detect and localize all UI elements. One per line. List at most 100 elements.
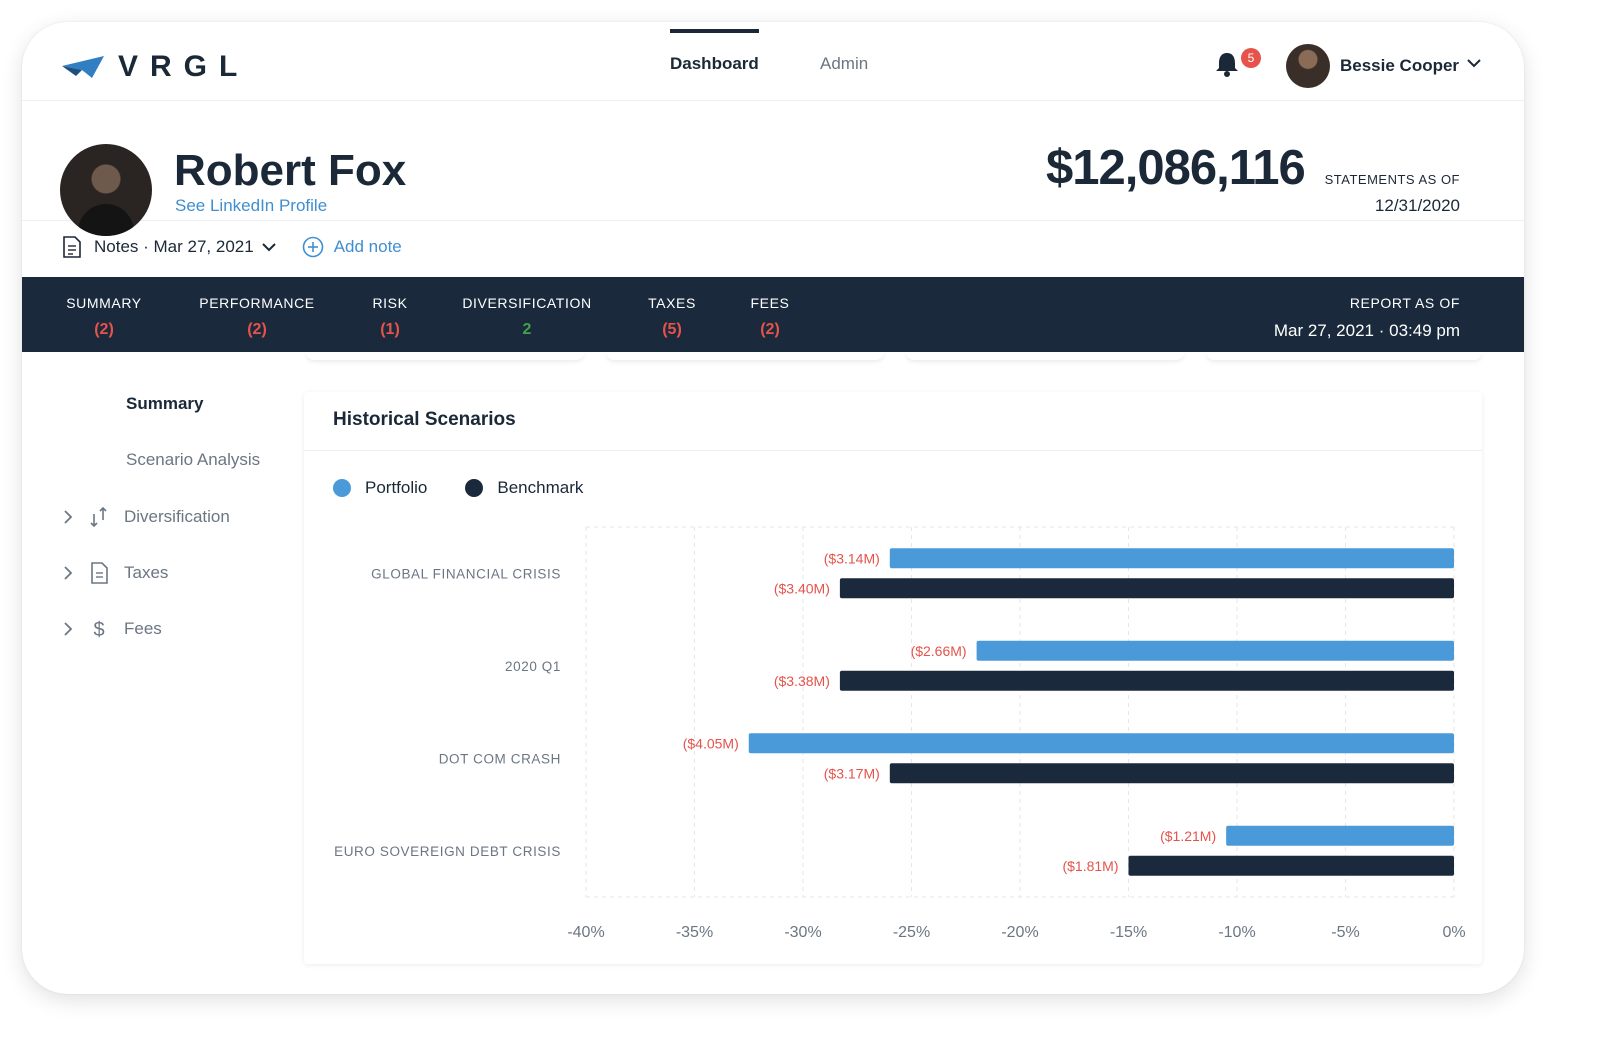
- chevron-down-icon[interactable]: [1467, 58, 1481, 68]
- nav-tab-dashboard[interactable]: Dashboard: [670, 29, 759, 73]
- tab-label: DIVERSIFICATION: [462, 295, 592, 311]
- logo-text: VRGL: [118, 50, 250, 83]
- document-icon: [63, 236, 81, 258]
- historical-scenarios-panel: Historical Scenarios Portfolio Benchmark…: [304, 392, 1482, 964]
- x-tick-label: -10%: [1218, 924, 1255, 941]
- top-navigation-bar: VRGL Dashboard Admin 5 Bessie Cooper: [22, 22, 1524, 101]
- report-tab-bar: SUMMARY (2) PERFORMANCE (2) RISK (1) DIV…: [22, 277, 1524, 352]
- category-label: EURO SOVEREIGN DEBT CRISIS: [334, 844, 561, 859]
- x-tick-label: -5%: [1331, 924, 1359, 941]
- tab-diversification[interactable]: DIVERSIFICATION 2: [462, 295, 592, 339]
- card-edge: [306, 352, 584, 360]
- tab-count: (5): [662, 321, 682, 338]
- nav-tab-admin[interactable]: Admin: [820, 54, 869, 73]
- client-avatar: [60, 144, 152, 236]
- user-avatar[interactable]: [1286, 44, 1330, 88]
- bell-icon[interactable]: [1212, 49, 1242, 79]
- notes-dropdown[interactable]: Notes · Mar 27, 2021: [94, 237, 254, 256]
- tab-count: (2): [247, 321, 267, 338]
- sidebar-item-summary[interactable]: Summary: [126, 394, 203, 414]
- notification-badge: 5: [1241, 48, 1261, 68]
- panel-title: Historical Scenarios: [333, 409, 516, 430]
- report-as-of-label: REPORT AS OF: [1349, 295, 1460, 311]
- data-label: ($2.66M): [911, 643, 967, 659]
- tab-taxes[interactable]: TAXES (5): [646, 295, 698, 339]
- sidebar-item-diversification[interactable]: Diversification: [62, 506, 230, 528]
- tab-count: 2: [522, 321, 532, 338]
- notes-row: Notes · Mar 27, 2021 Add note: [62, 236, 402, 258]
- sidebar-item-label: Diversification: [124, 507, 230, 526]
- x-tick-label: -20%: [1001, 924, 1038, 941]
- add-note-label: Add note: [333, 237, 402, 256]
- legend-item-benchmark[interactable]: Benchmark: [465, 478, 583, 498]
- tab-performance[interactable]: PERFORMANCE (2): [198, 295, 316, 339]
- bar-benchmark: [1128, 855, 1454, 876]
- tab-count: (2): [94, 321, 114, 338]
- tab-summary[interactable]: SUMMARY (2): [64, 295, 144, 339]
- sidebar-item-taxes[interactable]: Taxes: [62, 562, 168, 584]
- data-label: ($3.14M): [824, 550, 880, 566]
- svg-text:$: $: [93, 619, 104, 640]
- x-tick-label: 0%: [1442, 924, 1465, 941]
- user-name[interactable]: Bessie Cooper: [1340, 56, 1460, 75]
- linkedin-link[interactable]: See LinkedIn Profile: [175, 196, 328, 215]
- tab-label: PERFORMANCE: [199, 295, 315, 311]
- tab-risk[interactable]: RISK (1): [368, 295, 412, 339]
- x-tick-label: -25%: [893, 924, 930, 941]
- tab-count: (2): [760, 321, 780, 338]
- arrows-icon: [90, 506, 107, 528]
- data-label: ($1.21M): [1160, 828, 1216, 844]
- sidebar-item-label: Summary: [126, 394, 204, 413]
- chart-legend: Portfolio Benchmark: [333, 478, 621, 498]
- portfolio-balance: $12,086,116: [1046, 141, 1306, 195]
- tab-label: TAXES: [648, 295, 696, 311]
- statements-label: STATEMENTS AS OF: [1324, 172, 1460, 187]
- bar-benchmark: [889, 763, 1454, 784]
- panel-divider: [304, 450, 1482, 451]
- bar-benchmark: [839, 670, 1454, 691]
- sidebar-item-label: Scenario Analysis: [126, 450, 261, 469]
- statements-date: 12/31/2020: [1374, 196, 1460, 215]
- data-label: ($4.05M): [683, 735, 739, 751]
- legend-item-portfolio[interactable]: Portfolio: [333, 478, 427, 498]
- add-note-button[interactable]: Add note: [302, 236, 402, 258]
- client-name: Robert Fox: [174, 146, 407, 195]
- sidebar-item-scenario-analysis[interactable]: Scenario Analysis: [126, 450, 260, 470]
- card-edge: [606, 352, 884, 360]
- tab-label: RISK: [372, 295, 408, 311]
- data-label: ($1.81M): [1062, 858, 1118, 874]
- client-header: Robert Fox See LinkedIn Profile $12,086,…: [22, 102, 1524, 236]
- chevron-right-icon: [64, 622, 73, 636]
- legend-swatch: [465, 479, 484, 497]
- app-window: VRGL Dashboard Admin 5 Bessie Cooper Rob…: [22, 22, 1524, 994]
- data-label: ($3.40M): [774, 580, 830, 596]
- x-tick-label: -30%: [784, 924, 821, 941]
- sidebar-item-label: Taxes: [124, 563, 169, 582]
- legend-label: Portfolio: [365, 478, 428, 497]
- data-label: ($3.17M): [824, 765, 880, 781]
- data-label: ($3.38M): [774, 673, 830, 689]
- tab-fees[interactable]: FEES (2): [748, 295, 792, 339]
- legend-label: Benchmark: [497, 478, 584, 497]
- chevron-right-icon: [64, 566, 73, 580]
- chevron-down-icon[interactable]: [261, 242, 276, 252]
- bar-portfolio: [976, 640, 1454, 661]
- card-edge: [1206, 352, 1482, 360]
- x-tick-label: -15%: [1110, 924, 1147, 941]
- vrgl-logo[interactable]: VRGL: [62, 50, 249, 84]
- category-label: GLOBAL FINANCIAL CRISIS: [371, 566, 561, 581]
- card-edge: [906, 352, 1184, 360]
- tab-label: FEES: [750, 295, 790, 311]
- paper-plane-logo-icon: [62, 56, 104, 78]
- document-icon: [91, 562, 108, 584]
- x-tick-label: -40%: [567, 924, 604, 941]
- sidebar-item-fees[interactable]: $ Fees: [62, 618, 162, 640]
- bar-portfolio: [1226, 825, 1454, 846]
- tab-label: SUMMARY: [66, 295, 142, 311]
- category-label: 2020 Q1: [505, 659, 561, 674]
- bar-portfolio: [748, 733, 1454, 754]
- chevron-right-icon: [64, 510, 73, 524]
- report-date: Mar 27, 2021 · 03:49 pm: [1273, 321, 1460, 340]
- legend-swatch: [333, 479, 351, 497]
- bar-portfolio: [889, 548, 1454, 569]
